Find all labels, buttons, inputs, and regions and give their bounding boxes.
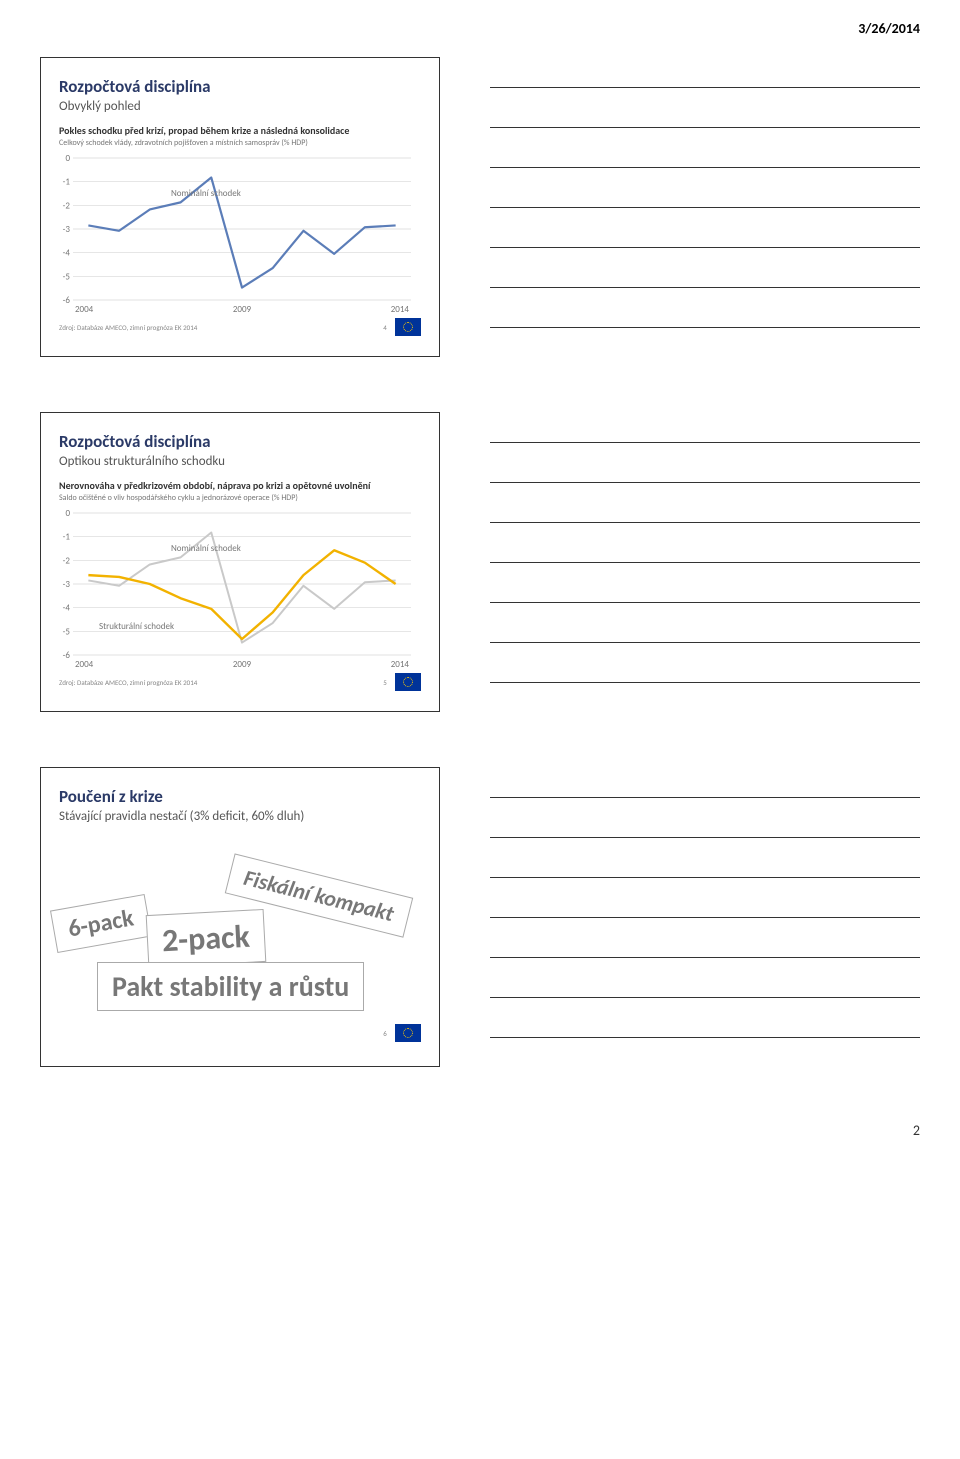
notes-col-2 (490, 412, 920, 712)
svg-text:2014: 2014 (391, 659, 410, 669)
eu-flag-icon (395, 673, 421, 691)
note-line (490, 247, 920, 248)
slide4-caption2: Celkový schodek vlády, zdravotních pojiš… (59, 138, 421, 148)
page-date: 3/26/2014 (40, 20, 920, 37)
svg-text:-5: -5 (63, 626, 71, 637)
slide6-footer: 6 (59, 1024, 421, 1042)
tag-stack: 6-pack Fiskální kompakt 2-pack Pakt stab… (59, 850, 421, 1020)
note-line (490, 87, 920, 88)
slide6-subtitle: Stávající pravidla nestačí (3% deficit, … (59, 809, 421, 824)
svg-text:-6: -6 (63, 295, 71, 306)
slide4-footer: Zdroj: Databáze AMECO, zimní prognóza EK… (59, 318, 421, 336)
svg-text:Nominální schodek: Nominální schodek (171, 188, 241, 199)
svg-text:-4: -4 (63, 603, 71, 614)
slide5-caption1: Nerovnováha v předkrizovém období, nápra… (59, 479, 421, 492)
notes-col-3 (490, 767, 920, 1067)
svg-text:Nominální schodek: Nominální schodek (171, 543, 241, 554)
slide4-source: Zdroj: Databáze AMECO, zimní prognóza EK… (59, 323, 375, 332)
slide-6: Poučení z krize Stávající pravidla nesta… (40, 767, 440, 1067)
svg-text:-2: -2 (63, 200, 71, 211)
svg-text:2004: 2004 (75, 659, 94, 669)
slide5-subtitle: Optikou strukturálního schodku (59, 454, 421, 469)
slide5-title: Rozpočtová disciplína (59, 431, 421, 452)
svg-text:-6: -6 (63, 650, 71, 661)
note-line (490, 482, 920, 483)
slide5-source: Zdroj: Databáze AMECO, zimní prognóza EK… (59, 678, 375, 687)
slide4-title: Rozpočtová disciplína (59, 76, 421, 97)
svg-text:2009: 2009 (233, 659, 252, 669)
note-line (490, 287, 920, 288)
note-line (490, 917, 920, 918)
note-line (490, 207, 920, 208)
note-line (490, 682, 920, 683)
eu-flag-icon (395, 1024, 421, 1042)
svg-text:-1: -1 (63, 532, 71, 543)
slide5-chart: 0 -1 -2 -3 -4 -5 -6 2004 2009 2014 Nominální schod… (59, 509, 421, 669)
svg-text:-2: -2 (63, 555, 71, 566)
svg-text:2004: 2004 (75, 304, 94, 314)
slide5-footer: Zdroj: Databáze AMECO, zimní prognóza EK… (59, 673, 421, 691)
slide6-number: 6 (375, 1029, 395, 1038)
tag-6pack: 6-pack (50, 894, 152, 953)
tag-2pack: 2-pack (146, 909, 266, 968)
slide4-subtitle: Obvyklý pohled (59, 99, 421, 114)
note-line (490, 602, 920, 603)
note-line (490, 642, 920, 643)
note-line (490, 562, 920, 563)
note-line (490, 797, 920, 798)
notes-col-1 (490, 57, 920, 357)
svg-text:0: 0 (65, 509, 70, 519)
tag-pakt: Pakt stability a růstu (97, 962, 364, 1011)
page-number: 2 (40, 1122, 920, 1139)
note-line (490, 167, 920, 168)
note-line (490, 877, 920, 878)
note-line (490, 327, 920, 328)
svg-text:0: 0 (65, 154, 70, 164)
svg-text:2014: 2014 (391, 304, 410, 314)
slide-4: Rozpočtová disciplína Obvyklý pohled Pok… (40, 57, 440, 357)
slide-5: Rozpočtová disciplína Optikou strukturál… (40, 412, 440, 712)
note-line (490, 522, 920, 523)
svg-text:-4: -4 (63, 248, 71, 259)
note-line (490, 837, 920, 838)
svg-text:-3: -3 (63, 579, 71, 590)
svg-text:Strukturální schodek: Strukturální schodek (99, 621, 174, 632)
note-line (490, 1037, 920, 1038)
note-line (490, 127, 920, 128)
note-line (490, 442, 920, 443)
eu-flag-icon (395, 318, 421, 336)
slide5-number: 5 (375, 678, 395, 687)
slide5-caption2: Saldo očištěné o vliv hospodářského cykl… (59, 493, 421, 503)
svg-text:-3: -3 (63, 224, 71, 235)
slide4-caption1: Pokles schodku před krizí, propad během … (59, 124, 421, 137)
svg-text:-1: -1 (63, 177, 71, 188)
svg-text:2009: 2009 (233, 304, 252, 314)
slide-row-3: Poučení z krize Stávající pravidla nesta… (40, 767, 920, 1067)
note-line (490, 997, 920, 998)
slide-row-2: Rozpočtová disciplína Optikou strukturál… (40, 412, 920, 712)
slide-row-1: Rozpočtová disciplína Obvyklý pohled Pok… (40, 57, 920, 357)
slide4-chart: 0 -1 -2 -3 -4 -5 -6 2004 2009 2014 Nominální schod… (59, 154, 421, 314)
note-line (490, 957, 920, 958)
svg-text:-5: -5 (63, 271, 71, 282)
slide6-title: Poučení z krize (59, 786, 421, 807)
slide4-number: 4 (375, 323, 395, 332)
